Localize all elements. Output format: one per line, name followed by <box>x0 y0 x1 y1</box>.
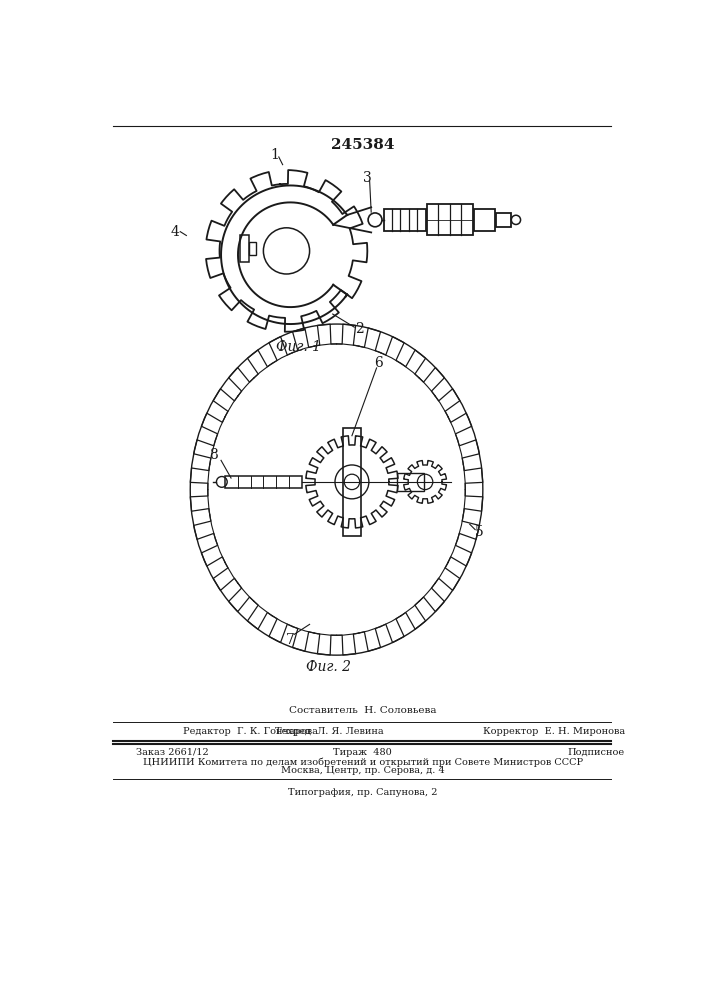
Text: Типография, пр. Сапунова, 2: Типография, пр. Сапунова, 2 <box>288 788 438 797</box>
Text: Техред  Л. Я. Левина: Техред Л. Я. Левина <box>274 727 383 736</box>
Bar <box>343 428 361 536</box>
Text: 2: 2 <box>355 322 364 336</box>
Text: 6: 6 <box>375 356 383 370</box>
Bar <box>383 209 426 231</box>
Text: 3: 3 <box>363 171 372 185</box>
Text: Составитель  Н. Соловьева: Составитель Н. Соловьева <box>289 706 436 715</box>
Bar <box>225 476 302 488</box>
Text: Фиг. 2: Фиг. 2 <box>306 660 351 674</box>
Text: 5: 5 <box>474 525 484 539</box>
Text: 7: 7 <box>286 633 295 647</box>
Bar <box>496 213 511 227</box>
Bar <box>474 209 495 231</box>
Text: 4: 4 <box>170 225 180 239</box>
Text: Тираж  480: Тираж 480 <box>333 748 392 757</box>
Text: 1: 1 <box>271 148 279 162</box>
Text: Москва, Центр, пр. Серова, д. 4: Москва, Центр, пр. Серова, д. 4 <box>281 766 445 775</box>
Text: Подписное: Подписное <box>568 748 625 757</box>
Text: Корректор  Е. Н. Миронова: Корректор Е. Н. Миронова <box>483 727 625 736</box>
Text: Заказ 2661/12: Заказ 2661/12 <box>136 748 209 757</box>
Bar <box>240 235 249 262</box>
Text: 245384: 245384 <box>331 138 395 152</box>
Text: ЦНИИПИ Комитета по делам изобретений и открытий при Совете Министров СССР: ЦНИИПИ Комитета по делам изобретений и о… <box>143 757 583 767</box>
Bar <box>249 242 257 255</box>
Text: Фиг. 1: Фиг. 1 <box>276 340 320 354</box>
Text: Редактор  Г. К. Гончарова: Редактор Г. К. Гончарова <box>182 727 317 736</box>
Bar <box>397 473 423 491</box>
Bar <box>426 204 473 235</box>
Text: 8: 8 <box>209 448 218 462</box>
